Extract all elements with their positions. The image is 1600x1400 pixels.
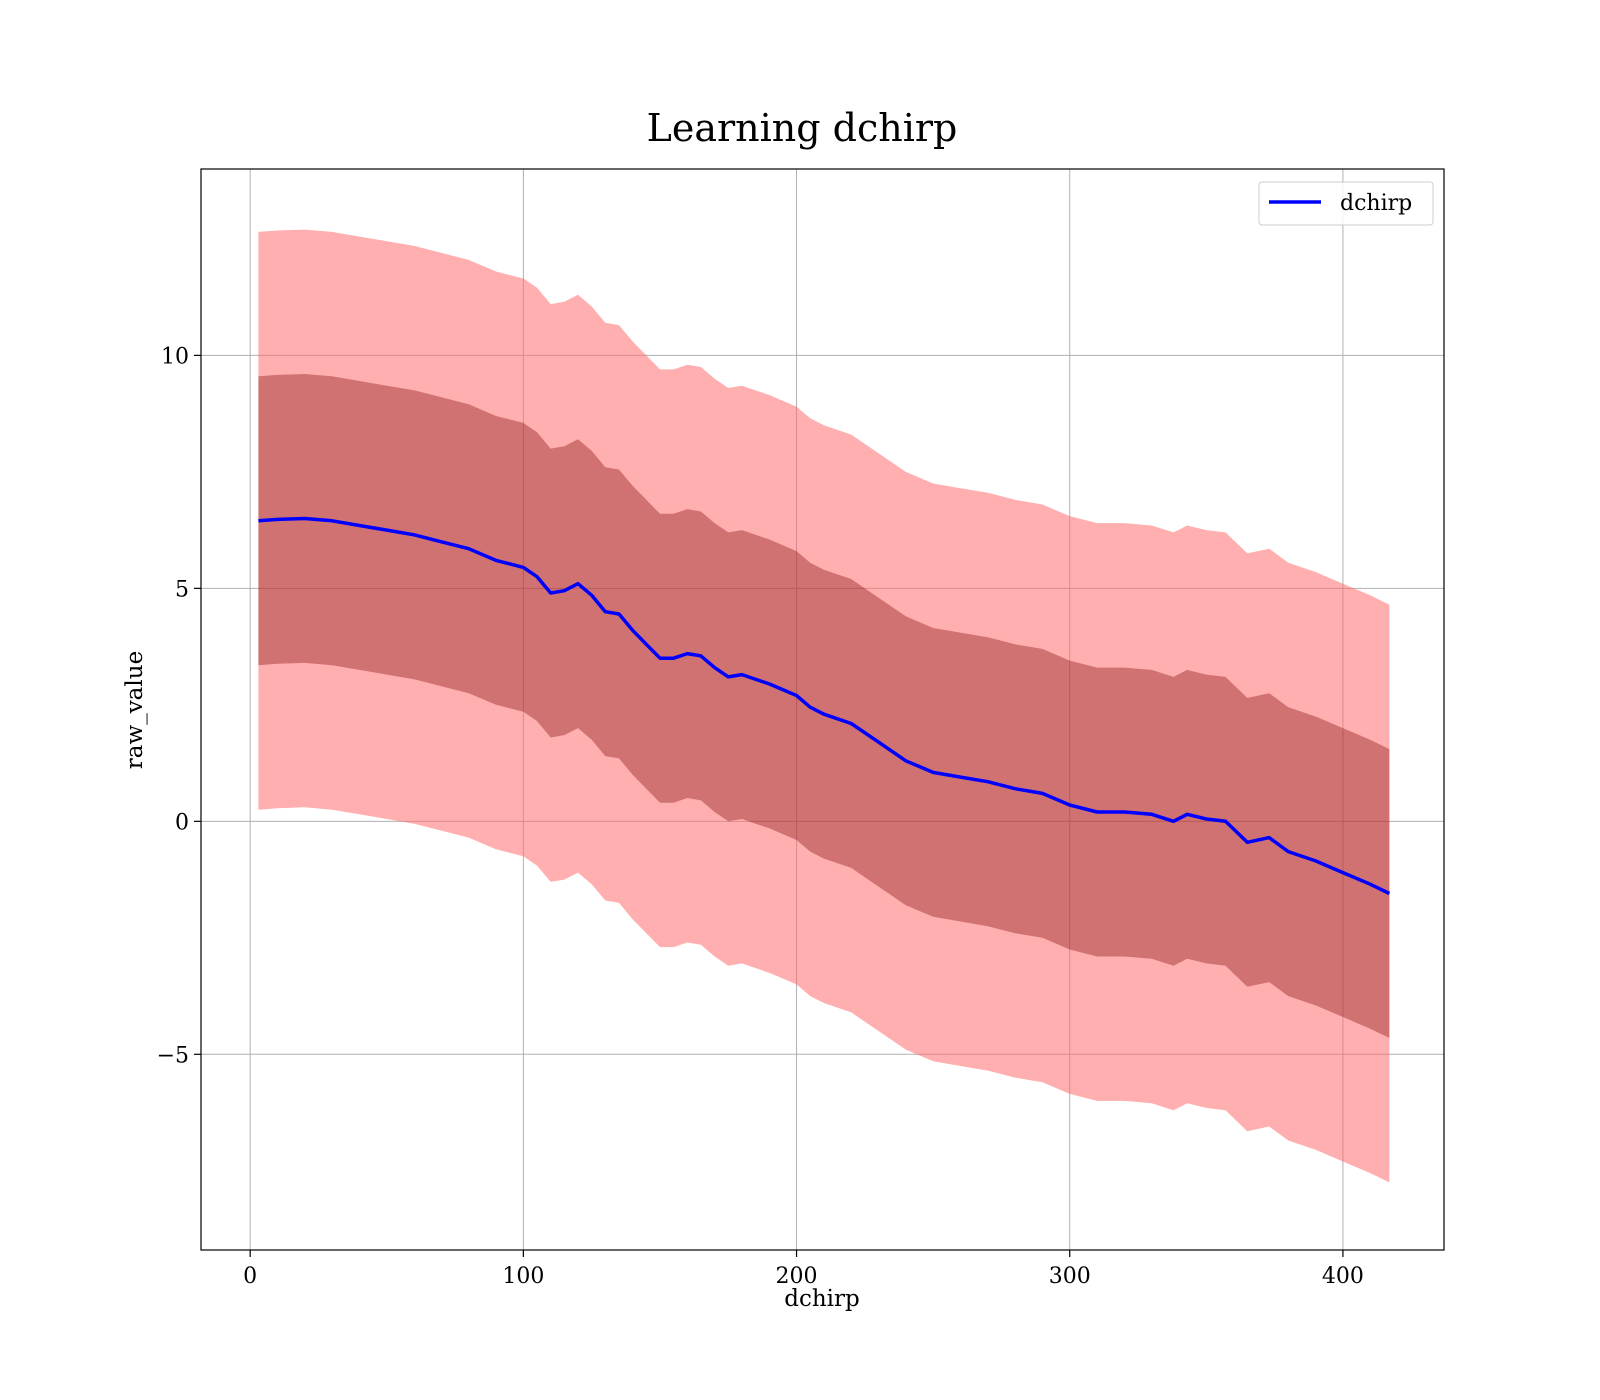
- series-line-dchirp: [258, 516, 1391, 896]
- x-tick-label: 100: [502, 1264, 544, 1289]
- x-tick-label: 300: [1049, 1264, 1091, 1289]
- legend-box: [1258, 181, 1434, 226]
- x-tick-label: 200: [776, 1264, 818, 1289]
- legend: dchirp: [1258, 181, 1434, 226]
- y-tick-label: 10: [161, 344, 189, 369]
- x-axis-label: dchirp: [784, 1286, 860, 1312]
- y-axis-ticks: −5 0 5 10: [157, 344, 201, 1068]
- confidence-bands: [258, 229, 1390, 1183]
- x-axis-ticks: 0 100 200 300 400: [243, 1250, 1364, 1289]
- plot-frame: [200, 168, 1445, 1251]
- y-tick-label: 5: [175, 577, 189, 602]
- y-tick-label: 0: [175, 810, 189, 835]
- x-tick-label: 400: [1322, 1264, 1364, 1289]
- outer-std-band: [258, 229, 1390, 1183]
- inner-std-band: [258, 374, 1390, 1038]
- legend-label-dchirp: dchirp: [1340, 191, 1412, 216]
- x-tick-label: 0: [243, 1264, 257, 1289]
- chart-title: Learning dchirp: [647, 106, 958, 150]
- y-axis-label: raw_value: [122, 651, 148, 769]
- y-tick-label: −5: [157, 1043, 189, 1068]
